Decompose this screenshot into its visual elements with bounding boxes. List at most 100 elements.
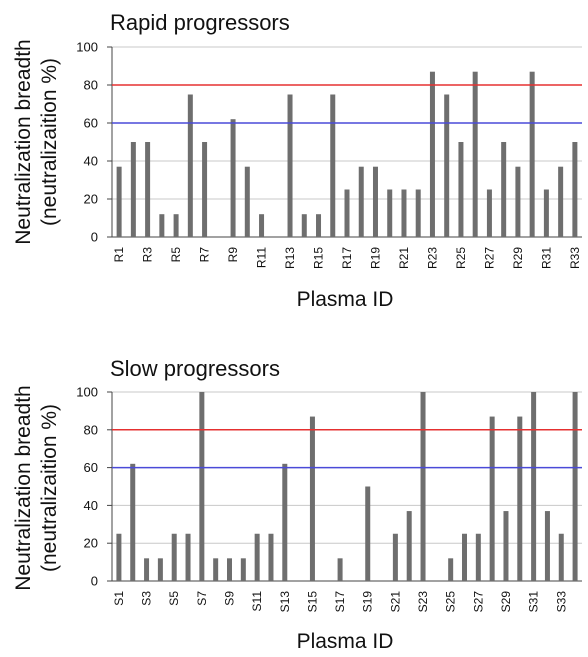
x-tick-label-R17: R17 [340, 247, 354, 269]
bar-S12 [268, 533, 274, 581]
bar-R31 [543, 189, 549, 237]
bar-S2 [130, 463, 136, 581]
bar-S19 [365, 486, 371, 581]
x-tick-label-R3: R3 [141, 247, 155, 263]
x-tick-label-S31: S31 [527, 591, 541, 613]
chart-panel-slow: 0 20 40 60 80 100 S1 S3 S5 S7 S9 S11 S13 S15 S17 S19 S21… [76, 385, 582, 613]
bar-R3 [145, 142, 151, 237]
bar-S15 [309, 416, 315, 581]
x-tick-label-S33: S33 [554, 591, 568, 613]
bar-R22 [415, 189, 421, 237]
x-tick-label-R1: R1 [112, 247, 126, 263]
x-tick-label-S13: S13 [278, 591, 292, 613]
bar-S5 [171, 533, 177, 581]
bar-R13 [287, 94, 293, 237]
bar-R17 [344, 189, 350, 237]
bar-S6 [185, 533, 191, 581]
x-tick-label-R5: R5 [169, 247, 183, 263]
x-axis-label-slow: Plasma ID [297, 630, 394, 653]
x-tick-label-S19: S19 [361, 591, 375, 613]
bar-R30 [529, 71, 535, 237]
y-tick-label: 80 [84, 78, 98, 93]
x-tick-label-S5: S5 [167, 591, 181, 606]
y-tick-label: 20 [84, 192, 98, 207]
bar-S31 [531, 392, 537, 581]
y-tick-label: 20 [84, 536, 98, 551]
bar-S11 [254, 533, 260, 581]
bar-S1 [116, 533, 122, 581]
bar-S4 [157, 558, 163, 581]
chart-title-slow: Slow progressors [110, 356, 280, 381]
x-tick-label-R29: R29 [511, 247, 525, 269]
x-tick-label-R9: R9 [226, 247, 240, 263]
bar-S26 [462, 533, 467, 581]
bar-R21 [401, 189, 407, 237]
bar-S7 [199, 392, 205, 581]
x-tick-label-S1: S1 [112, 591, 126, 606]
bar-R32 [558, 166, 564, 237]
bar-S8 [213, 558, 219, 581]
bar-R16 [330, 94, 336, 237]
bar-R4 [159, 214, 165, 237]
bar-R19 [372, 166, 378, 237]
bar-S13 [282, 463, 288, 581]
bar-S28 [489, 416, 495, 581]
bar-R5 [173, 214, 179, 237]
bar-S25 [448, 558, 454, 581]
x-tick-label-R7: R7 [198, 247, 212, 263]
x-tick-label-S27: S27 [471, 591, 485, 613]
bar-S3 [144, 558, 150, 581]
x-tick-label-R33: R33 [568, 247, 582, 269]
x-tick-label-S7: S7 [195, 591, 209, 606]
x-tick-label-S3: S3 [140, 591, 154, 606]
bar-R9 [230, 119, 236, 237]
bar-R2 [130, 142, 136, 237]
x-tick-label-R11: R11 [255, 247, 269, 268]
bar-R28 [501, 142, 507, 237]
x-axis-label-rapid: Plasma ID [297, 288, 394, 311]
chart-panel-rapid: 0 20 40 60 80 100 R1 R3 R5 R7 R9 R11 R13 R15 R17 R19 R21… [76, 40, 582, 269]
bar-S32 [544, 511, 550, 581]
bar-R26 [472, 71, 478, 237]
x-tick-label-R25: R25 [454, 247, 468, 269]
x-tick-label-S23: S23 [416, 591, 430, 613]
x-tick-label-R27: R27 [482, 247, 496, 269]
bar-R20 [387, 189, 393, 237]
x-tick-label-R13: R13 [283, 247, 297, 269]
bar-R14 [301, 214, 307, 237]
bar-S33 [558, 533, 564, 581]
bar-R29 [515, 166, 521, 237]
y-tick-label: 100 [76, 385, 98, 400]
x-tick-label-S21: S21 [388, 591, 402, 613]
y-tick-label: 40 [84, 154, 98, 169]
bar-R33 [572, 142, 578, 237]
y-axis-label-rapid-line1: Neutralization breadth [12, 39, 35, 244]
x-tick-label-S11: S11 [250, 591, 264, 612]
y-tick-label: 80 [84, 422, 98, 437]
x-tick-label-S29: S29 [499, 591, 513, 613]
bar-S30 [517, 416, 523, 581]
x-tick-label-S15: S15 [305, 591, 319, 613]
y-tick-label: 0 [91, 574, 98, 589]
bar-S17 [337, 558, 343, 581]
x-tick-label-S9: S9 [223, 591, 237, 606]
bar-R10 [244, 166, 250, 237]
y-tick-label: 0 [91, 230, 98, 245]
y-tick-label: 60 [84, 460, 98, 475]
bar-S29 [503, 511, 509, 581]
bar-R18 [358, 166, 364, 237]
x-tick-label-S25: S25 [444, 591, 458, 613]
y-axis-label-slow-line2: (neutralizaition %) [38, 404, 61, 572]
bar-R1 [116, 166, 122, 237]
bar-R15 [316, 214, 322, 237]
y-axis-label-rapid-line2: (neutralizaition %) [38, 58, 61, 226]
bar-R11 [259, 214, 265, 237]
bar-S9 [227, 558, 232, 581]
x-tick-label-R15: R15 [312, 247, 326, 269]
x-tick-label-R21: R21 [397, 247, 411, 269]
y-tick-label: 40 [84, 498, 98, 513]
bar-S22 [406, 511, 412, 581]
y-axis-label-slow-line1: Neutralization breadth [12, 385, 35, 590]
bar-R23 [429, 71, 435, 237]
